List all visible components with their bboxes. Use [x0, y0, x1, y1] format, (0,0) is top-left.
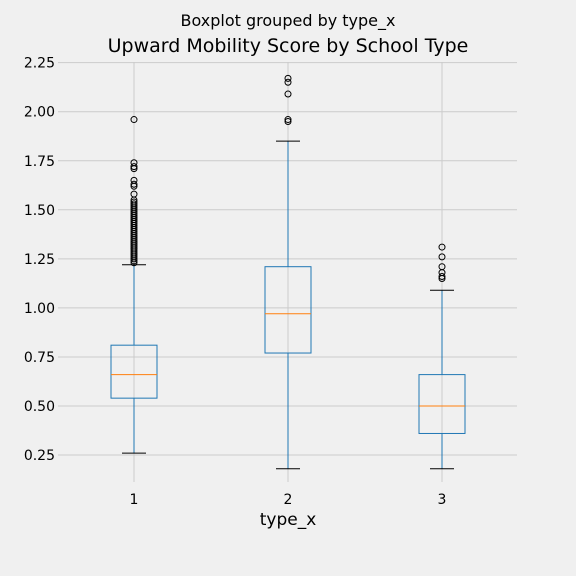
- y-tick-label: 1.00: [24, 301, 55, 317]
- box-group-1: [110, 116, 158, 454]
- y-tick-label: 2.00: [24, 105, 55, 121]
- y-tick-label: 1.75: [24, 154, 55, 170]
- x-tick-label: 1: [130, 492, 139, 508]
- x-axis-ticks: 1 2 3: [130, 492, 447, 508]
- flier-point: [438, 243, 446, 251]
- y-tick-label: 2.25: [24, 56, 55, 72]
- flier-point: [130, 180, 138, 188]
- x-tick-label: 3: [438, 492, 447, 508]
- flier-point: [130, 116, 138, 124]
- flier-point: [130, 190, 138, 198]
- flier-point: [438, 263, 446, 271]
- x-tick-label: 2: [284, 492, 293, 508]
- iqr-box: [110, 344, 158, 399]
- flier-point: [284, 118, 292, 126]
- y-tick-label: 0.75: [24, 350, 55, 366]
- flier-point: [130, 176, 138, 184]
- flier-point: [130, 163, 138, 171]
- flier-point: [130, 200, 138, 208]
- y-axis-ticks: 0.25 0.50 0.75 1.00 1.25 1.50 1.75 2.00 2.25: [24, 56, 55, 464]
- flier-point: [130, 198, 138, 206]
- chart-title: Upward Mobility Score by School Type: [108, 35, 469, 57]
- y-tick-label: 0.25: [24, 448, 55, 464]
- iqr-box: [418, 374, 466, 434]
- flier-point: [438, 253, 446, 261]
- y-tick-label: 0.50: [24, 399, 55, 415]
- chart-suptitle: Boxplot grouped by type_x: [181, 11, 396, 31]
- flier-point: [438, 273, 446, 281]
- y-tick-label: 1.50: [24, 203, 55, 219]
- flier-point: [284, 90, 292, 98]
- flier-point: [284, 78, 292, 86]
- flier-point: [284, 74, 292, 82]
- boxes: [110, 74, 466, 470]
- x-axis-label: type_x: [260, 510, 317, 530]
- flier-point: [130, 159, 138, 167]
- flier-point: [284, 116, 292, 124]
- iqr-box: [264, 266, 312, 354]
- box-group-3: [418, 243, 466, 470]
- y-tick-label: 1.25: [24, 252, 55, 268]
- box-group-2: [264, 74, 312, 470]
